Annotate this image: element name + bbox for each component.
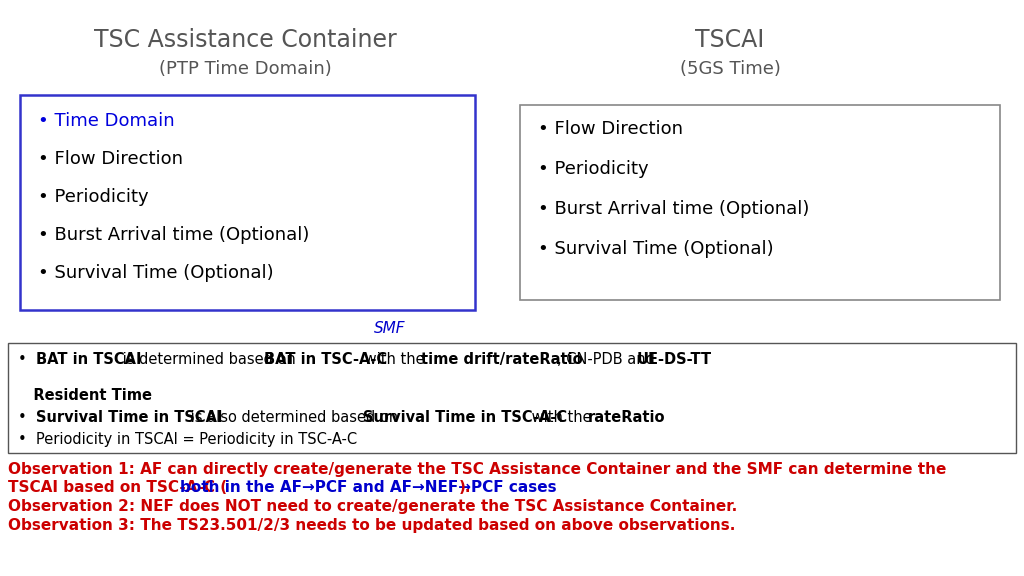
Text: •  Periodicity in TSCAI = Periodicity in TSC-A-C: • Periodicity in TSCAI = Periodicity in … (18, 432, 357, 447)
Text: • Burst Arrival time (Optional): • Burst Arrival time (Optional) (38, 226, 309, 244)
Text: both in the AF→PCF and AF→NEF→PCF cases: both in the AF→PCF and AF→NEF→PCF cases (179, 480, 556, 495)
Text: • Flow Direction: • Flow Direction (38, 150, 183, 168)
Text: • Survival Time (Optional): • Survival Time (Optional) (538, 240, 773, 258)
Text: Observation 1: AF can directly create/generate the TSC Assistance Container and : Observation 1: AF can directly create/ge… (8, 462, 946, 477)
Text: • Flow Direction: • Flow Direction (538, 120, 683, 138)
Text: SMF: SMF (374, 321, 406, 336)
Text: BAT in TSC-A-C: BAT in TSC-A-C (264, 352, 387, 367)
Text: is determined based on: is determined based on (118, 352, 301, 367)
Text: with the: with the (526, 410, 596, 425)
Text: • Burst Arrival time (Optional): • Burst Arrival time (Optional) (538, 200, 809, 218)
Text: BAT in TSCAI: BAT in TSCAI (36, 352, 141, 367)
Bar (8, 343, 1016, 453)
Text: •: • (18, 352, 36, 367)
Text: TSCAI: TSCAI (695, 28, 765, 52)
Text: with the: with the (359, 352, 429, 367)
Text: Survival Time in TSCAI: Survival Time in TSCAI (36, 410, 223, 425)
Text: (PTP Time Domain): (PTP Time Domain) (159, 60, 332, 78)
Text: Survival Time in TSC-A-C: Survival Time in TSC-A-C (364, 410, 567, 425)
Text: TSC Assistance Container: TSC Assistance Container (93, 28, 396, 52)
Text: Observation 2: NEF does NOT need to create/generate the TSC Assistance Container: Observation 2: NEF does NOT need to crea… (8, 499, 737, 514)
Text: TSCAI based on TSC-A-C (: TSCAI based on TSC-A-C ( (8, 480, 227, 495)
Text: ).: ). (459, 480, 471, 495)
Text: Resident Time: Resident Time (18, 388, 152, 403)
Text: Observation 3: The TS23.501/2/3 needs to be updated based on above observations.: Observation 3: The TS23.501/2/3 needs to… (8, 518, 735, 533)
Bar (520, 105, 1000, 300)
Text: • Time Domain: • Time Domain (38, 112, 175, 130)
Bar (20, 95, 475, 310)
Text: • Survival Time (Optional): • Survival Time (Optional) (38, 264, 273, 282)
Text: • Periodicity: • Periodicity (538, 160, 648, 178)
Text: UE-DS-TT: UE-DS-TT (637, 352, 712, 367)
Text: , CN-PDB and: , CN-PDB and (557, 352, 659, 367)
Text: .: . (649, 410, 654, 425)
Text: is also determined based on: is also determined based on (186, 410, 403, 425)
Text: time drift/rateRatio: time drift/rateRatio (421, 352, 583, 367)
Text: rateRatio: rateRatio (588, 410, 666, 425)
Text: •: • (18, 410, 36, 425)
Text: (5GS Time): (5GS Time) (680, 60, 780, 78)
Text: • Periodicity: • Periodicity (38, 188, 148, 206)
